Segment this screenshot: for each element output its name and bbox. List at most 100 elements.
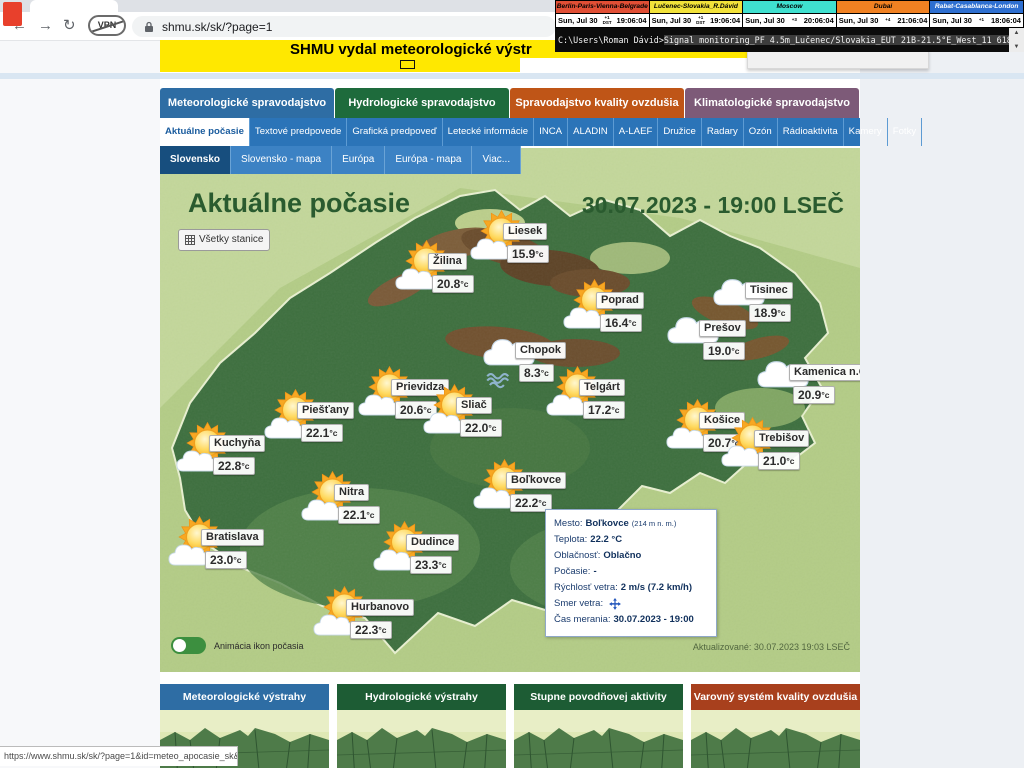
station-name: Dudince [406, 534, 460, 551]
clock-offset: +1 [698, 15, 704, 21]
main-tab-bar: Meteorologické spravodajstvo Hydrologick… [160, 88, 860, 118]
station-marker[interactable]: Tisinec 18.9°c [712, 269, 842, 339]
animation-toggle[interactable] [171, 637, 206, 654]
vpn-extension-badge[interactable]: VPN [88, 15, 126, 36]
main-tab[interactable]: Meteorologické spravodajstvo [160, 88, 334, 118]
footer-panel[interactable]: Hydrologické výstrahy [337, 684, 506, 768]
command-prompt-window[interactable]: C:\Users\Roman Dávid>Signal monitoring_P… [555, 28, 1024, 52]
station-marker[interactable]: Prešov 19.0°c [666, 307, 796, 377]
sub-nav-item[interactable]: Družice [658, 118, 702, 146]
address-bar[interactable]: shmu.sk/sk/?page=1 [132, 16, 556, 37]
warning-marquee-text: SHMU vydal meteorologické výstr [290, 41, 532, 58]
station-name: Nitra [334, 484, 370, 501]
scroll-up-icon[interactable]: ▲ [1013, 30, 1020, 36]
toggle-knob[interactable] [173, 639, 186, 652]
footer-panel[interactable]: Stupne povodňovej aktivity [514, 684, 683, 768]
footer-panel-title: Stupne povodňovej aktivity [514, 684, 683, 710]
region-nav-item[interactable]: Slovensko - mapa [231, 146, 333, 174]
station-marker[interactable]: Poprad 16.4°c [563, 278, 693, 349]
clock-city-label: Rabat-Casablanca-London [930, 1, 1023, 15]
popup-label: Teplota: [554, 534, 588, 545]
all-stations-button[interactable]: Všetky stanice [178, 229, 271, 251]
browser-tab[interactable] [30, 0, 118, 12]
clock-time: Sun, Jul 30 +1 DST 19:06:04 [556, 14, 649, 27]
station-marker[interactable]: Žilina 20.8°c [395, 239, 525, 310]
station-marker[interactable]: Liesek 15.9°c [470, 209, 600, 280]
sub-nav-item[interactable]: Letecké informácie [443, 118, 535, 146]
fog-icon [486, 373, 510, 389]
forward-icon[interactable]: → [38, 17, 53, 34]
clock-offset: +3 [791, 17, 797, 23]
station-temperature: 22.3°c [350, 621, 392, 639]
sub-nav-item[interactable]: Ozón [744, 118, 778, 146]
reload-icon[interactable]: ↻ [63, 17, 76, 34]
popup-value: 22.2 °C [590, 534, 623, 545]
popup-value: - [593, 566, 597, 577]
station-temperature: 20.8°c [432, 275, 474, 293]
clock-city-label: Dubai [836, 1, 930, 15]
station-temperature: 16.4°c [600, 314, 642, 332]
popup-label: Počasie: [554, 566, 591, 577]
station-marker[interactable]: Sliač 22.0°c [423, 383, 553, 454]
clock-city-label: Berlin-Paris-Vienna-Belgrade [556, 1, 649, 15]
footer-panels: Meteorologické výstrahy Hydrologické výs… [160, 684, 860, 768]
sub-nav-item[interactable]: Rádioaktivita [778, 118, 844, 146]
console-scrollbar[interactable]: ▲ ▼ [1009, 28, 1024, 52]
station-marker[interactable]: Dudince 23.3°c [373, 520, 503, 591]
region-nav-item[interactable]: Viac... [472, 146, 522, 174]
station-name: Liesek [503, 223, 548, 240]
main-tab[interactable]: Klimatologické spravodajstvo [685, 88, 859, 118]
clock: Rabat-Casablanca-London Sun, Jul 30 +1 1… [930, 1, 1023, 27]
station-name: Boľkovce [506, 472, 567, 489]
station-marker[interactable]: Boľkovce 22.2°c [473, 458, 603, 529]
station-marker[interactable]: Telgárt 17.2°c [546, 365, 676, 436]
sub-nav-item[interactable]: Textové predpovede [250, 118, 348, 146]
console-command: Signal monitoring_PF 4.5m_Lučenec/Slovak… [663, 35, 1024, 45]
sub-nav-item[interactable]: Grafická predpoveď [347, 118, 443, 146]
popup-label: Oblačnosť: [554, 550, 601, 561]
clock: Moscow Sun, Jul 30 +3 20:06:04 [743, 1, 837, 27]
popup-extra: (214 m n. m.) [631, 519, 677, 528]
sub-nav-bar: Aktuálne počasie Textové predpovede Graf… [160, 118, 923, 146]
red-indicator [3, 2, 22, 26]
station-name: Sliač [456, 397, 492, 414]
station-marker[interactable]: Prievidza 20.6°c [358, 365, 488, 436]
weather-map[interactable]: Aktuálne počasie 30.07.2023 - 19:00 LSEČ… [160, 148, 860, 672]
sub-nav-item[interactable]: ALADIN [568, 118, 614, 146]
station-marker[interactable]: Košice 20.7°c [666, 398, 796, 469]
region-nav-item[interactable]: Európa - mapa [385, 146, 473, 174]
station-marker[interactable]: Piešťany 22.1°c [264, 388, 394, 459]
main-tab[interactable]: Hydrologické spravodajstvo [335, 88, 509, 118]
region-nav-item[interactable]: Európa [332, 146, 386, 174]
footer-panel[interactable]: Varovný systém kvality ovzdušia [691, 684, 860, 768]
station-marker[interactable]: Hurbanovo 22.3°c [313, 585, 443, 656]
station-marker[interactable]: Bratislava 23.0°c [168, 515, 298, 586]
popup-row: Teplota: 22.2 °C [554, 532, 708, 548]
main-tab[interactable]: Spravodajstvo kvality ovzdušia [510, 88, 684, 118]
sub-nav-item[interactable]: Kamery [844, 118, 888, 146]
station-name: Prievidza [391, 379, 450, 396]
clock-date: Sun, Jul 30 [932, 16, 972, 26]
sub-nav-item[interactable]: INCA [534, 118, 569, 146]
popup-label: Smer vetra: [554, 598, 604, 609]
sub-nav-item[interactable]: A-LAEF [614, 118, 659, 146]
station-name: Tisinec [745, 282, 793, 299]
sub-nav-item[interactable]: Aktuálne počasie [160, 118, 250, 146]
popup-row: Počasie: - [554, 564, 708, 580]
station-temperature: 19.0°c [703, 342, 745, 360]
station-marker[interactable]: Kamenica n.C. 20.9°c [756, 351, 860, 421]
url-text: shmu.sk/sk/?page=1 [162, 19, 273, 34]
sub-nav-item[interactable]: Fotky [888, 118, 923, 146]
sub-nav-item[interactable]: Radary [702, 118, 744, 146]
station-marker[interactable]: Nitra 22.1°c [301, 470, 431, 541]
station-temperature: 20.6°c [395, 401, 437, 419]
station-marker[interactable]: Trebišov 21.0°c [721, 416, 851, 487]
popup-value: 30.07.2023 - 19:00 [613, 614, 694, 625]
clock-dst: DST [696, 19, 706, 25]
region-nav-item[interactable]: Slovensko [160, 146, 232, 174]
scroll-down-icon[interactable]: ▼ [1013, 44, 1020, 50]
station-marker[interactable]: Kuchyňa 22.8°c [176, 421, 306, 492]
clock-time: Sun, Jul 30 +1 18:06:04 [930, 14, 1023, 27]
world-clocks-panel: Berlin-Paris-Vienna-Belgrade Sun, Jul 30… [555, 0, 1024, 28]
station-marker[interactable]: Chopok 8.3°c [482, 329, 612, 399]
